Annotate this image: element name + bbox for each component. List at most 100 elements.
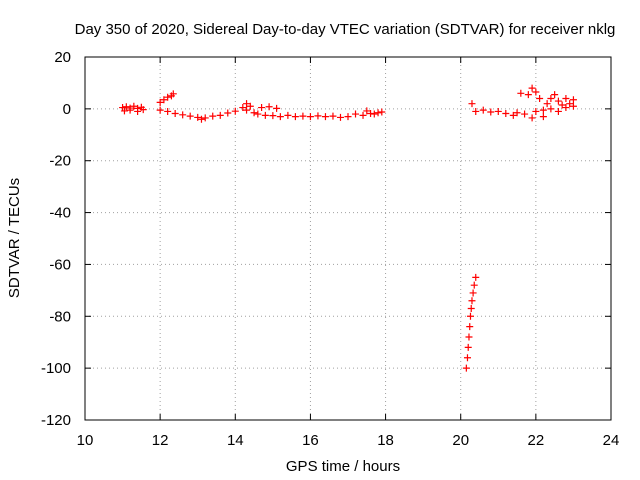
data-point xyxy=(243,106,251,114)
data-point xyxy=(276,113,284,121)
data-point xyxy=(246,102,254,110)
data-point xyxy=(464,343,472,351)
data-point xyxy=(134,107,142,115)
data-point xyxy=(528,84,536,92)
data-point xyxy=(321,113,329,121)
data-point xyxy=(130,102,138,110)
x-tick-label: 20 xyxy=(452,432,469,449)
data-point xyxy=(171,110,179,118)
data-point xyxy=(378,108,386,116)
x-axis-label: GPS time / hours xyxy=(286,458,400,475)
data-point xyxy=(466,323,474,331)
data-point xyxy=(462,364,470,372)
data-point xyxy=(547,94,555,102)
data-point xyxy=(194,113,202,121)
data-point xyxy=(201,114,209,122)
data-point xyxy=(329,112,337,120)
data-point xyxy=(551,91,559,99)
data-point xyxy=(169,90,177,98)
data-point xyxy=(470,281,478,289)
y-tick-label: -20 xyxy=(49,153,71,170)
data-point xyxy=(521,110,529,118)
data-points xyxy=(119,84,577,372)
y-tick-label: -80 xyxy=(49,308,71,325)
data-point xyxy=(468,297,476,305)
data-point xyxy=(465,333,473,341)
x-tick-label: 22 xyxy=(528,432,545,449)
y-axis-label: SDTVAR / TECUs xyxy=(6,178,23,298)
data-point xyxy=(186,112,194,120)
data-point xyxy=(467,305,475,313)
data-point xyxy=(239,104,247,112)
data-point xyxy=(463,354,471,362)
data-point xyxy=(359,111,367,119)
data-point xyxy=(554,107,562,115)
data-point xyxy=(314,112,322,120)
data-point xyxy=(197,115,205,123)
data-point xyxy=(269,112,277,120)
x-tick-label: 24 xyxy=(603,432,620,449)
data-point xyxy=(122,103,130,111)
data-point xyxy=(265,103,273,111)
data-point xyxy=(336,113,344,121)
data-point xyxy=(209,112,217,120)
data-point xyxy=(120,107,128,115)
grid-lines xyxy=(85,57,611,420)
data-point xyxy=(363,107,371,115)
data-point xyxy=(243,100,251,108)
data-point xyxy=(299,112,307,120)
data-point xyxy=(528,114,536,122)
data-point xyxy=(569,102,577,110)
data-point xyxy=(472,107,480,115)
data-point xyxy=(216,111,224,119)
data-point xyxy=(532,88,540,96)
data-point xyxy=(374,109,382,117)
data-point xyxy=(566,100,574,108)
data-point xyxy=(562,94,570,102)
data-point xyxy=(370,110,378,118)
data-point xyxy=(479,106,487,114)
data-point xyxy=(231,107,239,115)
data-point xyxy=(562,104,570,112)
y-tick-label: -60 xyxy=(49,256,71,273)
chart-title: Day 350 of 2020, Sidereal Day-to-day VTE… xyxy=(75,21,616,38)
data-point xyxy=(261,111,269,119)
data-point xyxy=(466,312,474,320)
data-point xyxy=(156,98,164,106)
data-point xyxy=(179,111,187,119)
x-tick-label: 16 xyxy=(302,432,319,449)
x-tick-label: 18 xyxy=(377,432,394,449)
data-point xyxy=(164,107,172,115)
data-point xyxy=(472,273,480,281)
data-point xyxy=(284,111,292,119)
data-point xyxy=(547,105,555,113)
plot-frame xyxy=(84,56,612,421)
x-tick-labels: 10 12 14 16 18 20 22 24 xyxy=(77,432,620,449)
y-tick-label: -100 xyxy=(41,360,71,377)
data-point xyxy=(306,113,314,121)
data-point xyxy=(254,110,262,118)
data-point xyxy=(156,106,164,114)
data-point xyxy=(273,104,281,112)
data-point xyxy=(487,108,495,116)
data-point xyxy=(352,110,360,118)
data-point xyxy=(539,113,547,121)
data-point xyxy=(502,110,510,118)
data-point xyxy=(291,113,299,121)
data-point xyxy=(536,94,544,102)
data-point xyxy=(468,100,476,108)
data-point xyxy=(517,89,525,97)
data-point xyxy=(164,93,172,101)
data-point xyxy=(494,107,502,115)
data-point xyxy=(160,96,168,104)
data-point xyxy=(532,107,540,115)
x-tick-label: 14 xyxy=(227,432,244,449)
y-tick-label: -40 xyxy=(49,205,71,222)
data-point xyxy=(558,101,566,109)
axis-ticks xyxy=(84,56,612,421)
data-point xyxy=(554,97,562,105)
data-point xyxy=(513,109,521,117)
data-point xyxy=(258,104,266,112)
data-point xyxy=(250,109,258,117)
